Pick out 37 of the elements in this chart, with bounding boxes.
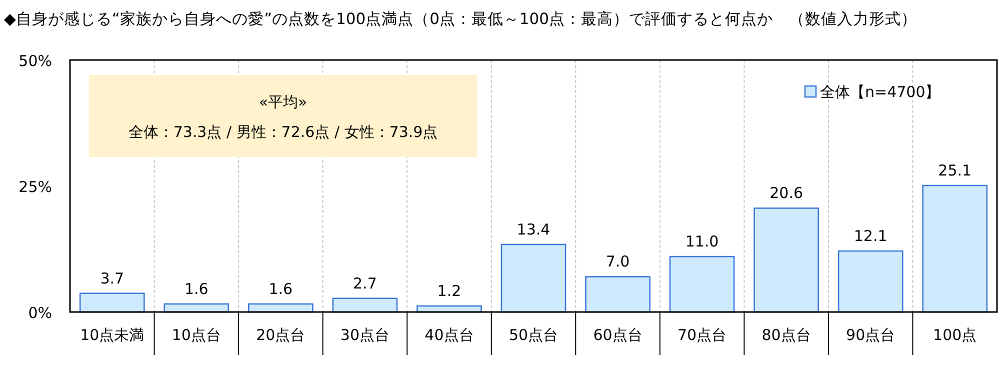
text: 2.7 [353,274,377,292]
bar [754,208,819,313]
x-tick-label: 50点台 [508,326,558,344]
bar [669,256,735,313]
bar [585,276,650,313]
chart-title: ◆自身が感じる“家族から自身への愛”の点数を100点満点（0点：最低～100点：最高）で評価すると何点か （数値入力形式） [4,10,918,28]
x-tick-label: 60点台 [593,326,642,344]
x-tick-label: 10点台 [172,326,221,344]
legend-label: 全体【n=4700】 [820,83,940,101]
x-tick-label: 40点台 [424,326,474,344]
annotation: «平均» [258,93,308,111]
bar [922,184,988,313]
y-tick-label: 25% [18,178,52,196]
text: 3.7 [100,269,124,288]
x-tick-label: 70点台 [678,326,727,344]
text: 11.0 [685,232,719,251]
annotation: 全体：73.3点 / 男性：72.6点 / 女性：73.9点 [128,123,438,141]
text: 1.6 [268,280,293,298]
x-tick-label: 30点台 [340,326,390,344]
x-tick-label: 10点未満 [80,326,144,344]
x-tick-label: 80点台 [762,326,811,344]
y-tick-label: 0% [28,304,52,322]
bar [332,298,398,313]
text: 12.1 [854,227,888,246]
bar [79,292,145,313]
y-tick-label: 50% [18,52,52,70]
text: 7.0 [606,252,630,271]
text: 13.4 [516,220,550,238]
x-tick-label: 100点 [933,326,977,344]
x-tick-label: 20点台 [256,326,306,344]
text: 20.6 [770,184,804,202]
bar [838,250,904,313]
text: 25.1 [938,161,972,180]
x-tick-label: 90点台 [846,326,896,344]
text: 1.2 [437,282,462,300]
text: 1.6 [184,280,208,298]
bar [500,244,566,313]
